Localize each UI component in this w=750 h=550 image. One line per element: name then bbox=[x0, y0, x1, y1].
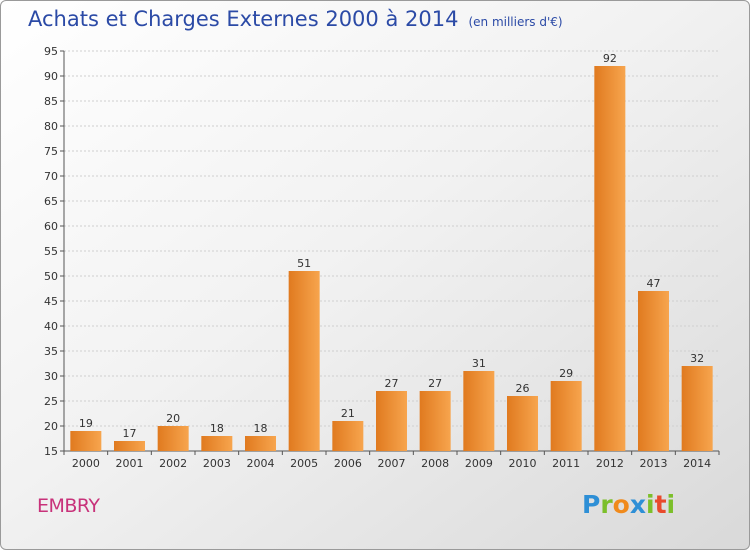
x-tick-label: 2009 bbox=[465, 457, 493, 470]
data-label-2005: 51 bbox=[297, 257, 311, 270]
y-tick-label: 90 bbox=[44, 70, 58, 83]
x-tick-label: 2011 bbox=[552, 457, 580, 470]
y-tick-label: 60 bbox=[44, 220, 58, 233]
bar-2005 bbox=[288, 271, 320, 451]
data-label-2004: 18 bbox=[254, 422, 268, 435]
data-label-2002: 20 bbox=[166, 412, 180, 425]
logo-letter: x bbox=[629, 490, 646, 519]
x-tick-label: 2005 bbox=[290, 457, 318, 470]
y-tick-label: 65 bbox=[44, 195, 58, 208]
x-tick-label: 2014 bbox=[683, 457, 711, 470]
x-tick-label: 2007 bbox=[378, 457, 406, 470]
bar-2012 bbox=[594, 66, 626, 451]
y-tick-label: 75 bbox=[44, 145, 58, 158]
x-tick-label: 2006 bbox=[334, 457, 362, 470]
data-label-2008: 27 bbox=[428, 377, 442, 390]
bar-2000 bbox=[70, 431, 102, 451]
x-tick-label: 2012 bbox=[596, 457, 624, 470]
bar-2010 bbox=[507, 396, 538, 451]
axes: 15 20 25 30 35 40 45 50 55 60 65 70 75 80 85 90 95 2000 20… bbox=[44, 45, 720, 470]
commune-name: EMBRY bbox=[37, 495, 100, 517]
y-tick-label: 25 bbox=[44, 395, 58, 408]
y-tick-label: 20 bbox=[44, 420, 58, 433]
y-tick-label: 55 bbox=[44, 245, 58, 258]
data-label-2012: 92 bbox=[603, 52, 617, 65]
y-tick-label: 50 bbox=[44, 270, 58, 283]
x-tick-label: 2013 bbox=[640, 457, 668, 470]
data-label-2009: 31 bbox=[472, 357, 486, 370]
logo-letter: i bbox=[646, 490, 655, 519]
bar-2014 bbox=[681, 366, 713, 451]
chart-subtitle: (en milliers d'€) bbox=[468, 15, 563, 29]
bar-2002 bbox=[157, 426, 189, 451]
y-tick-label: 70 bbox=[44, 170, 58, 183]
x-tick-label: 2003 bbox=[203, 457, 231, 470]
data-label-2014: 32 bbox=[690, 352, 704, 365]
data-label-2001: 17 bbox=[123, 427, 137, 440]
data-label-2006: 21 bbox=[341, 407, 355, 420]
y-tick-label: 15 bbox=[44, 445, 58, 458]
data-label-2000: 19 bbox=[79, 417, 93, 430]
chart-title: Achats et Charges Externes 2000 à 2014 (e… bbox=[28, 7, 563, 31]
data-label-2013: 47 bbox=[647, 277, 661, 290]
x-tick-label: 2000 bbox=[72, 457, 100, 470]
y-tick-label: 40 bbox=[44, 320, 58, 333]
bar-2009 bbox=[463, 371, 495, 451]
logo-letter: t bbox=[654, 490, 667, 519]
x-tick-label: 2002 bbox=[159, 457, 187, 470]
x-tick-label: 2008 bbox=[421, 457, 449, 470]
y-tick-label: 80 bbox=[44, 120, 58, 133]
x-tick-label: 2004 bbox=[247, 457, 275, 470]
data-label-2007: 27 bbox=[385, 377, 399, 390]
logo-letter: i bbox=[666, 490, 676, 519]
bar-2004 bbox=[245, 436, 276, 451]
chart-title-text: Achats et Charges Externes 2000 à 2014 bbox=[28, 7, 459, 31]
x-tick-label: 2001 bbox=[116, 457, 144, 470]
data-label-2011: 29 bbox=[559, 367, 573, 380]
bar-2007 bbox=[376, 391, 407, 451]
bar-2008 bbox=[419, 391, 451, 451]
y-tick-label: 45 bbox=[44, 295, 58, 308]
data-label-2003: 18 bbox=[210, 422, 224, 435]
data-labels: 19 17 20 18 18 51 21 27 27 31 26 29 92 47 32 bbox=[79, 52, 704, 440]
data-label-2010: 26 bbox=[516, 382, 530, 395]
y-tick-label: 85 bbox=[44, 95, 58, 108]
bars bbox=[70, 66, 713, 451]
y-tick-label: 95 bbox=[44, 45, 58, 58]
logo-letter: o bbox=[612, 490, 630, 519]
bar-2013 bbox=[638, 291, 669, 451]
bar-2011 bbox=[550, 381, 582, 451]
bar-2006 bbox=[332, 421, 364, 451]
bar-2001 bbox=[114, 441, 145, 451]
x-tick-label: 2010 bbox=[509, 457, 537, 470]
bar-2003 bbox=[201, 436, 233, 451]
y-tick-label: 35 bbox=[44, 345, 58, 358]
y-tick-label: 30 bbox=[44, 370, 58, 383]
logo-letter: r bbox=[600, 490, 613, 519]
proxiti-logo: Proxiti bbox=[582, 490, 675, 519]
logo-letter: P bbox=[582, 490, 601, 519]
